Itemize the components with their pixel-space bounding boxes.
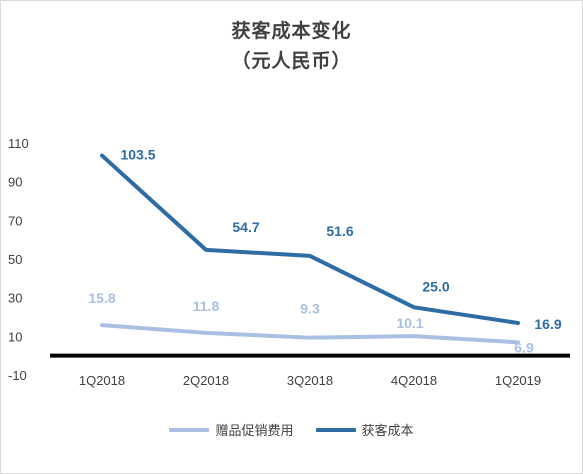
- legend-swatch-cac: [315, 427, 356, 432]
- x-tick-label: 1Q2018: [79, 373, 125, 388]
- data-label: 11.8: [193, 298, 220, 314]
- data-label: 15.8: [88, 290, 115, 306]
- series-line-1: [100, 153, 520, 325]
- series-line-0: [100, 323, 520, 345]
- data-label: 6.9: [514, 339, 534, 355]
- y-tick-label: 70: [8, 213, 22, 228]
- y-tick-label: 90: [8, 175, 22, 190]
- y-tick-label: 50: [8, 252, 22, 267]
- data-label: 103.5: [120, 147, 155, 163]
- legend-label-promo: 赠品促销费用: [215, 424, 294, 439]
- x-tick-label: 2Q2018: [183, 373, 229, 388]
- legend-label-cac: 获客成本: [361, 424, 414, 439]
- data-label: 25.0: [422, 278, 449, 294]
- y-tick-label: -10: [8, 368, 27, 383]
- legend-item-promo: 赠品促销费用: [169, 420, 294, 439]
- y-tick-label: 10: [8, 329, 22, 344]
- legend-swatch-promo: [169, 427, 210, 432]
- data-label: 10.1: [396, 315, 423, 331]
- y-tick-label: 110: [8, 136, 29, 151]
- chart-title: 获客成本变化: [231, 20, 352, 42]
- chart-subtitle: （元人民币）: [231, 50, 352, 72]
- y-tick-label: 30: [8, 291, 22, 306]
- data-label: 9.3: [300, 301, 320, 317]
- data-label: 54.7: [232, 219, 259, 235]
- x-tick-label: 1Q2019: [495, 373, 541, 388]
- data-label: 51.6: [326, 223, 353, 239]
- x-tick-label: 3Q2018: [287, 373, 333, 388]
- legend: 赠品促销费用 获客成本: [0, 420, 583, 439]
- data-label: 16.9: [534, 316, 561, 332]
- x-tick-label: 4Q2018: [391, 373, 437, 388]
- legend-item-cac: 获客成本: [315, 420, 414, 439]
